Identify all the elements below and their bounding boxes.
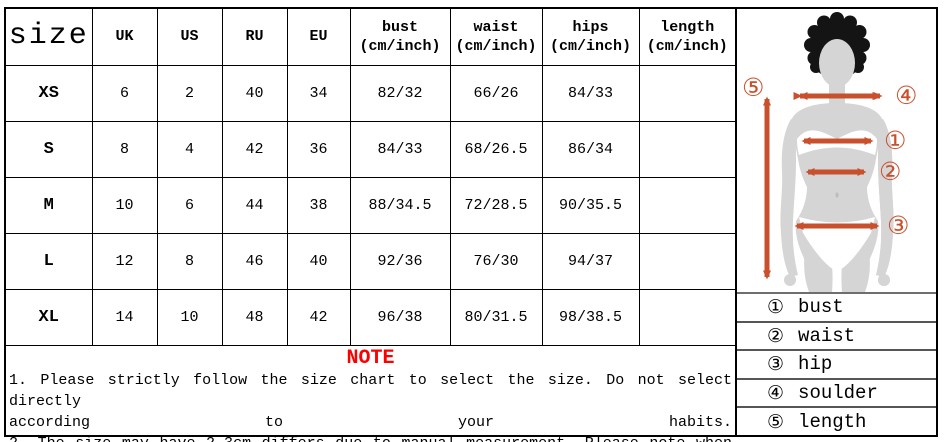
note-line-1: 1. Please strictly follow the size chart… [9,371,732,410]
table-cell: 66/26 [449,64,543,122]
table-cell: 34 [286,64,351,122]
table-cell: 88/34.5 [349,176,451,234]
legend-item-waist: ② waist [737,323,936,352]
table-cell [638,120,735,178]
body-measurement-diagram: ⑤ ④ ① ② ③ [737,9,936,292]
table-cell: 94/37 [541,232,640,290]
legend-item-length: ⑤ length [737,408,936,435]
table-cell: 42 [286,288,351,346]
size-title: size [8,19,89,54]
table-cell: 46 [221,232,288,290]
bust-marker: ① [884,126,907,155]
table-cell: 82/32 [349,64,451,122]
row-label: XS [6,64,93,122]
table-cell: 76/30 [449,232,543,290]
table-cell: 8 [156,232,223,290]
legend-label: length [798,410,867,433]
size-table-section: size UK US RU EU bust (cm/inch) waist (cm/… [6,9,737,442]
table-cell: 12 [91,232,158,290]
header-cell-ru: RU [221,9,288,66]
table-cell: 4 [156,120,223,178]
table-cell: 40 [286,232,351,290]
header-cell-waist: waist (cm/inch) [449,9,543,66]
table-cell: 10 [156,288,223,346]
legend-label: waist [798,324,856,347]
table-cell: 10 [91,176,158,234]
shoulder-marker: ④ [895,81,918,110]
table-cell: 38 [286,176,351,234]
row-label: L [6,232,93,290]
table-cell: 48 [221,288,288,346]
note-line-3: 2. The size may have 2-3cm differs due t… [9,433,732,442]
legend-num: ④ [767,382,785,405]
table-cell: 6 [156,176,223,234]
legend-item-shoulder: ④ soulder [737,380,936,409]
table-cell: 84/33 [349,120,451,178]
measurement-arrows [763,92,883,280]
header-cell-hips: hips (cm/inch) [541,9,640,66]
table-row-xs: XS 6 2 40 34 82/32 66/26 84/33 [6,64,735,122]
length-marker: ⑤ [742,73,765,102]
note-section: NOTE 1. Please strictly follow the size … [6,346,735,442]
table-row-s: S 8 4 42 36 84/33 68/26.5 86/34 [6,120,735,178]
table-cell [638,288,735,346]
table-cell: 44 [221,176,288,234]
table-cell: 84/33 [541,64,640,122]
table-cell: 92/36 [349,232,451,290]
legend-label: soulder [798,382,878,405]
table-cell: 80/31.5 [449,288,543,346]
legend-num: ② [767,324,785,347]
table-cell: 14 [91,288,158,346]
table-cell: 98/38.5 [541,288,640,346]
hip-marker: ③ [887,211,910,240]
legend-label: bust [798,296,844,319]
header-cell-uk: UK [91,9,158,66]
table-cell: 96/38 [349,288,451,346]
header-cell-bust: bust (cm/inch) [349,9,451,66]
table-cell: 2 [156,64,223,122]
header-cell-us: US [156,9,223,66]
measurement-panel: ⑤ ④ ① ② ③ ① bust ② waist ③ hip [737,9,936,435]
legend-num: ⑤ [767,410,785,433]
table-cell: 90/35.5 [541,176,640,234]
table-cell: 6 [91,64,158,122]
table-cell: 40 [221,64,288,122]
table-cell: 36 [286,120,351,178]
table-cell: 8 [91,120,158,178]
waist-marker: ② [879,157,902,186]
header-cell-eu: EU [286,9,351,66]
table-row-m: M 10 6 44 38 88/34.5 72/28.5 90/35.5 [6,176,735,234]
table-cell: 42 [221,120,288,178]
row-label: XL [6,288,93,346]
table-row-xl: XL 14 10 48 42 96/38 80/31.5 98/38.5 [6,288,735,346]
chart-board: size UK US RU EU bust (cm/inch) waist (cm/… [4,7,938,442]
table-cell: 72/28.5 [449,176,543,234]
table-cell [638,176,735,234]
note-line-2: according to your habits. [9,413,732,431]
table-row-l: L 12 8 46 40 92/36 76/30 94/37 [6,232,735,290]
table-header-row: size UK US RU EU bust (cm/inch) waist (cm/… [6,9,735,66]
size-chart-table: size UK US RU EU bust (cm/inch) waist (cm/… [6,9,735,346]
legend-item-bust: ① bust [737,294,936,323]
table-cell [638,232,735,290]
legend-item-hip: ③ hip [737,351,936,380]
table-cell: 86/34 [541,120,640,178]
body-figure [763,12,894,292]
legend-num: ③ [767,353,785,376]
table-cell: 68/26.5 [449,120,543,178]
legend-label: hip [798,353,833,376]
header-cell-size: size [6,9,93,66]
table-cell [638,64,735,122]
measurement-legend: ① bust ② waist ③ hip ④ soulder ⑤ lengt [737,292,936,435]
legend-num: ① [767,296,785,319]
header-cell-length: length (cm/inch) [638,9,735,66]
row-label: M [6,176,93,234]
note-title: NOTE [346,346,395,370]
row-label: S [6,120,93,178]
